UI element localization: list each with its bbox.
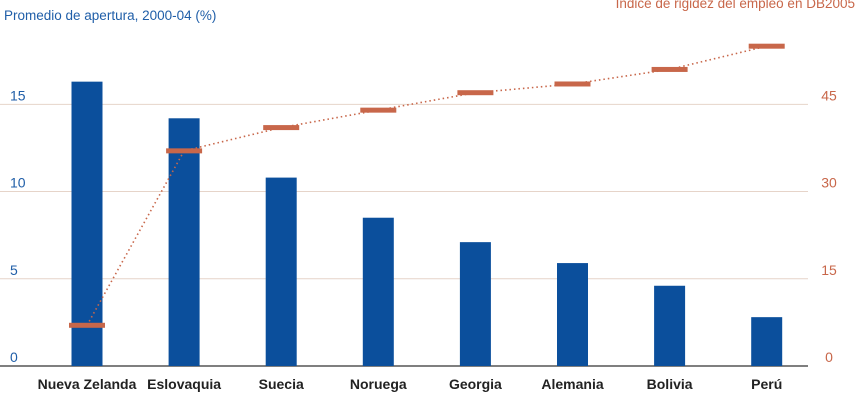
bar <box>654 285 686 366</box>
bar <box>265 177 297 366</box>
axis-ticks: 0 5 10 15 0 15 30 45 <box>10 87 837 365</box>
rigidity-marker <box>651 66 688 72</box>
category-label: Nueva Zelanda <box>38 376 137 392</box>
left-tick-label: 10 <box>10 175 26 191</box>
bar <box>362 217 394 366</box>
right-axis-title: Índice de rigidez del empleo en DB2005 <box>615 0 855 11</box>
rigidity-marker <box>360 107 397 113</box>
left-tick-label: 15 <box>10 87 26 103</box>
category-label: Eslovaquia <box>147 376 221 392</box>
category-labels: Nueva Zelanda Eslovaquia Suecia Noruega Geor… <box>38 376 783 392</box>
right-tick-label: 30 <box>821 175 837 191</box>
left-tick-label: 0 <box>10 349 18 365</box>
rigidity-marker <box>748 43 785 49</box>
right-tick-label: 0 <box>825 349 833 365</box>
bar <box>751 317 783 366</box>
gridlines <box>0 103 808 367</box>
left-axis-title: Promedio de apertura, 2000-04 (%) <box>4 8 217 23</box>
rigidity-markers <box>69 43 785 328</box>
rigidity-marker <box>457 90 494 96</box>
rigidity-marker <box>554 81 591 87</box>
category-label: Perú <box>751 376 782 392</box>
category-label: Suecia <box>259 376 304 392</box>
category-label: Georgia <box>449 376 502 392</box>
category-label: Bolivia <box>647 376 693 392</box>
bars <box>71 81 783 367</box>
left-tick-label: 5 <box>10 262 18 278</box>
category-label: Alemania <box>541 376 603 392</box>
right-tick-label: 45 <box>821 87 837 103</box>
rigidity-marker <box>263 125 300 131</box>
bar <box>459 242 491 366</box>
rigidity-marker <box>69 322 105 328</box>
rigidity-marker <box>166 148 203 154</box>
bar <box>168 118 200 367</box>
bar <box>557 263 588 366</box>
category-label: Noruega <box>350 376 407 392</box>
right-tick-label: 15 <box>821 262 837 278</box>
bar <box>71 81 103 367</box>
